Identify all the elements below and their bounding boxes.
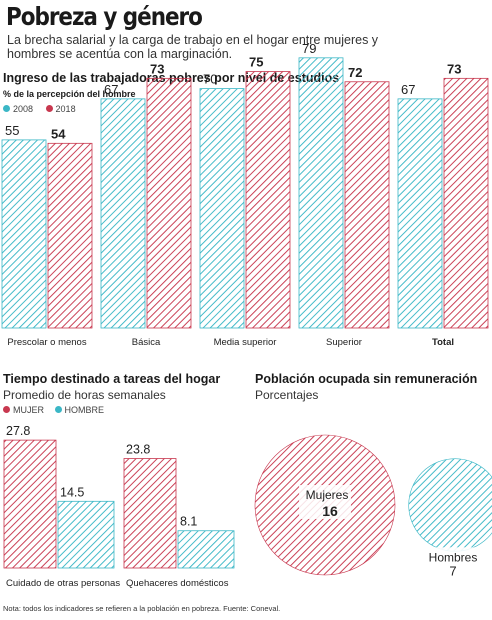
- label-backdrop: [430, 547, 480, 580]
- bar-value-label: 14.5: [60, 485, 84, 499]
- legend-item-hombre: HOMBRE: [54, 405, 105, 415]
- bar-2018-0: [47, 142, 93, 329]
- bar-mujer-1: [123, 458, 177, 569]
- category-label: Cuidado de otras personas: [6, 578, 120, 589]
- bar-2008-4: [397, 98, 443, 329]
- bar-2008-1: [100, 98, 146, 329]
- bubble-label: Hombres: [429, 550, 478, 564]
- bar-value-label: 73: [150, 61, 164, 76]
- label-backdrop: [299, 485, 351, 519]
- bar-value-label: 79: [302, 41, 316, 56]
- legend-swatch-hombre: [54, 406, 62, 413]
- bar-hombre-1: [177, 530, 235, 569]
- page-subtitle: La brecha salarial y la carga de trabajo…: [7, 33, 379, 61]
- income-legend: 2008 2018: [3, 104, 76, 114]
- category-label: Prescolar o menos: [7, 337, 86, 348]
- legend-label-2008: 2008: [13, 104, 34, 114]
- bar-2018-1: [146, 77, 192, 329]
- bar-value-label: 67: [401, 82, 415, 97]
- unpaid-chart-title: Población ocupada sin remuneración: [255, 372, 478, 386]
- bubble-label: Mujeres: [306, 488, 349, 502]
- legend-label-mujer: MUJER: [13, 405, 44, 415]
- income-chart: 55 54 Prescolar o menos 67 73 Básica 70 75 Media…: [1, 41, 489, 348]
- bar-hombre-0: [57, 500, 115, 569]
- bubble-hombres: [408, 458, 492, 552]
- legend-swatch-2018: [45, 105, 53, 112]
- bar-value-label: 27.8: [6, 424, 30, 438]
- bar-2008-0: [1, 139, 47, 329]
- legend-item-mujer: MUJER: [3, 405, 44, 415]
- page-title: Pobreza y género: [6, 2, 203, 31]
- category-label: Superior: [326, 337, 362, 348]
- bubble-value: 7: [449, 563, 456, 578]
- legend-swatch-mujer: [3, 406, 10, 413]
- bar-value-label: 23.8: [126, 443, 150, 457]
- bar-2018-2: [245, 71, 291, 329]
- category-label: Quehaceres domésticos: [126, 578, 229, 589]
- bar-2018-4: [443, 77, 489, 329]
- footnote: Nota: todos los indicadores se refieren …: [3, 604, 281, 613]
- legend-label-hombre: HOMBRE: [64, 405, 105, 415]
- bar-value-label: 75: [249, 55, 263, 70]
- housework-chart: 27.8 14.5 Cuidado de otras personas 23.8 8.1…: [3, 424, 235, 589]
- bar-value-label: 55: [5, 123, 19, 138]
- bar-2008-3: [298, 57, 344, 329]
- bar-value-label: 73: [447, 61, 461, 76]
- bar-value-label: 67: [104, 82, 118, 97]
- bar-mujer-0: [3, 439, 57, 569]
- category-label: Básica: [132, 337, 161, 348]
- bubble-value: 16: [322, 503, 338, 519]
- legend-item-2018: 2018: [45, 104, 76, 114]
- category-label: Media superior: [214, 337, 277, 348]
- income-chart-subtitle: % de la percepción del hombre: [3, 89, 136, 99]
- unpaid-chart-subtitle: Porcentajes: [255, 388, 319, 402]
- bar-2018-3: [344, 81, 390, 329]
- housework-chart-title: Tiempo destinado a tareas del hogar: [3, 372, 221, 386]
- housework-legend: MUJER HOMBRE: [3, 405, 104, 415]
- bar-value-label: 70: [203, 72, 217, 87]
- bar-2008-2: [199, 88, 245, 329]
- legend-swatch-2008: [3, 105, 10, 112]
- bar-value-label: 54: [51, 126, 66, 141]
- category-label: Total: [432, 337, 454, 348]
- bar-value-label: 8.1: [180, 515, 197, 529]
- bar-value-label: 72: [348, 65, 362, 80]
- housework-chart-subtitle: Promedio de horas semanales: [3, 388, 166, 402]
- legend-label-2018: 2018: [55, 104, 76, 114]
- legend-item-2008: 2008: [3, 104, 33, 114]
